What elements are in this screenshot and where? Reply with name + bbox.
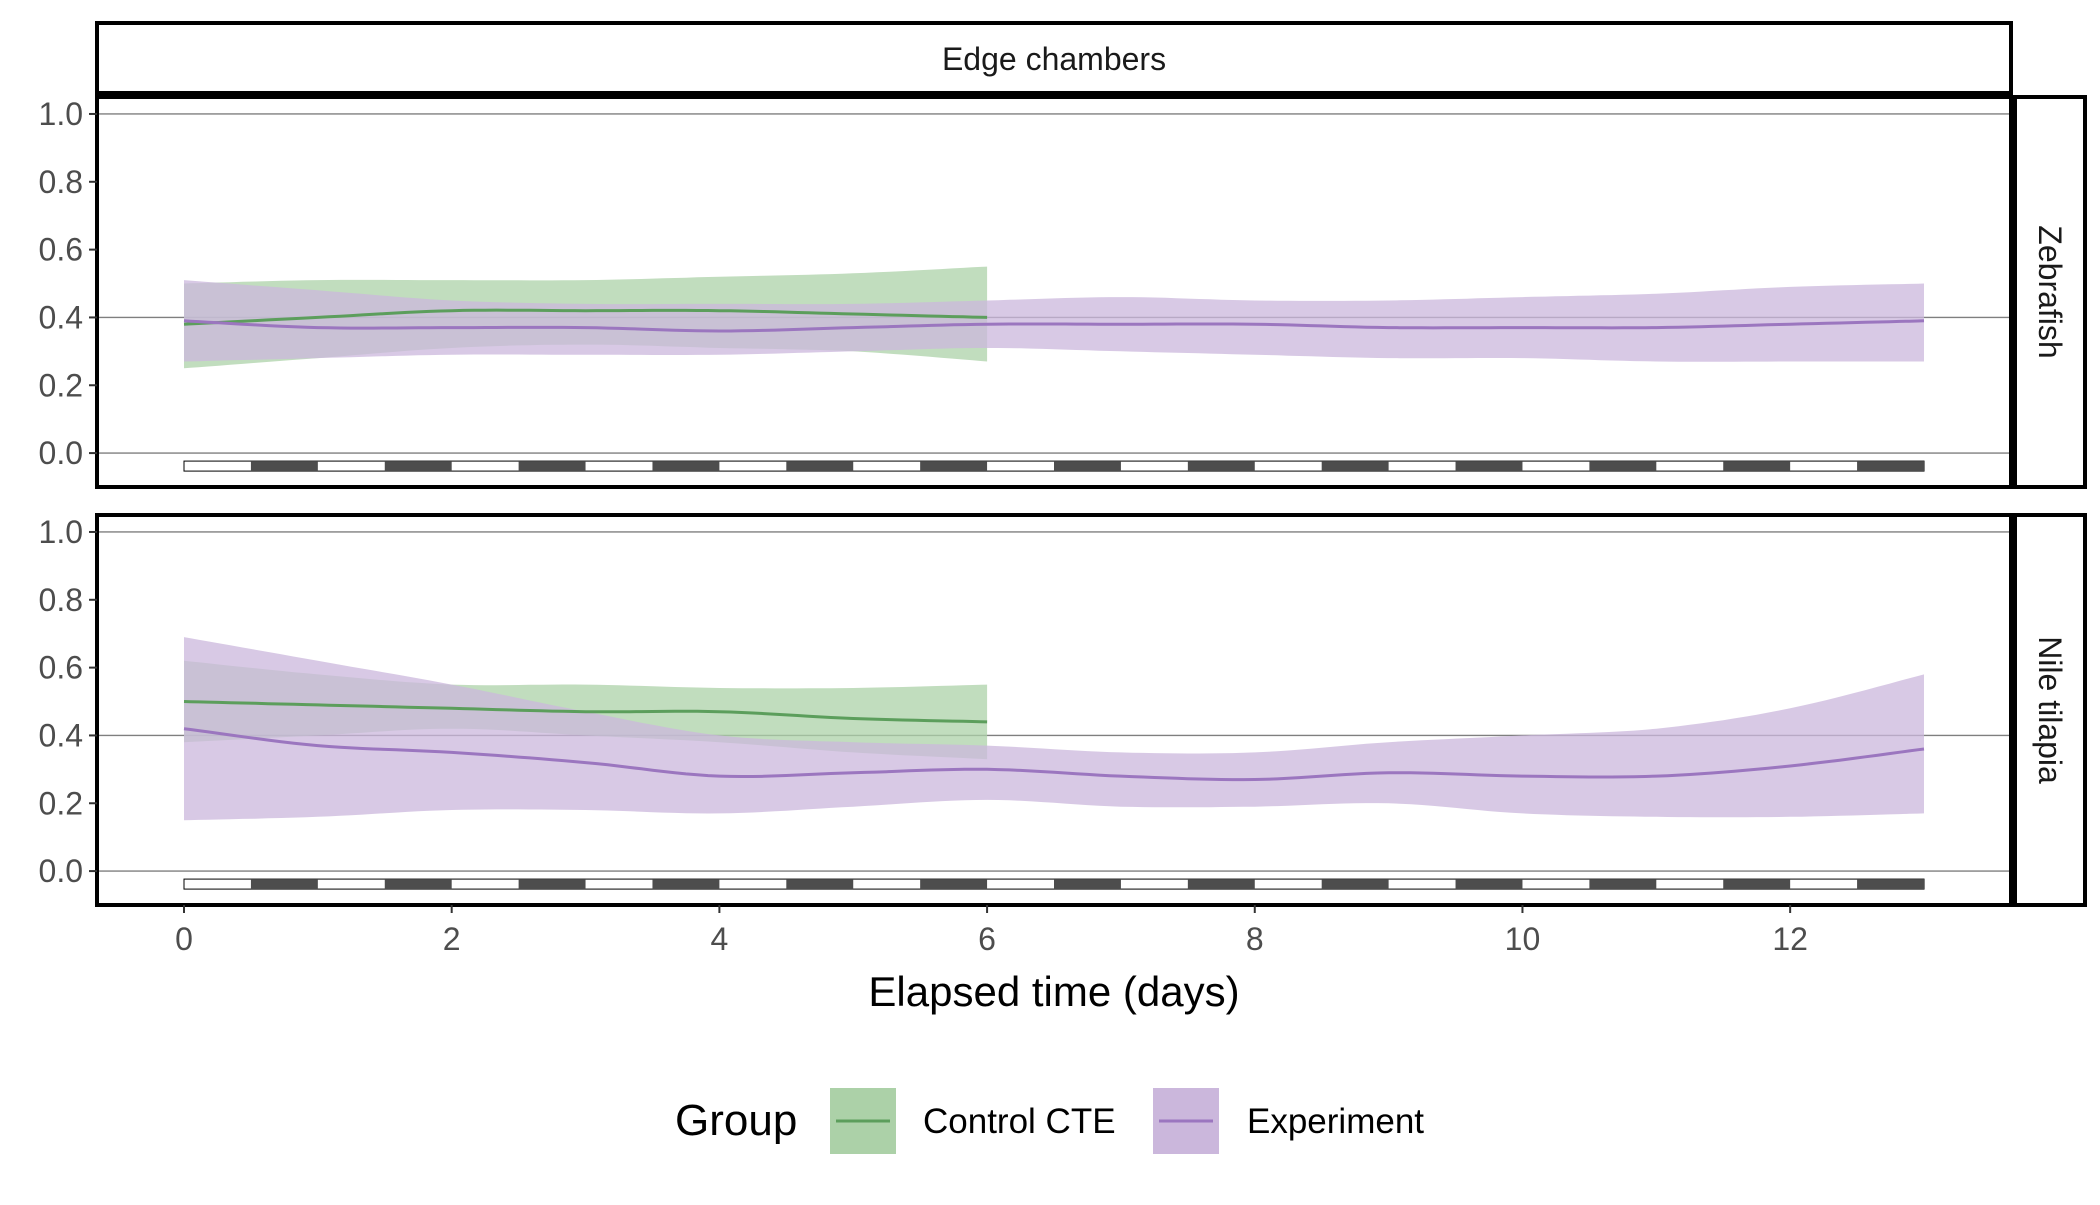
ci-band-experiment [184,280,1924,362]
x-tick-label: 4 [710,921,728,957]
dark-period-block [518,461,586,472]
facet-strip-zebrafish: Zebrafish [2013,95,2087,489]
facet-strip-box [2013,95,2087,489]
x-tick-label: 10 [1505,921,1541,957]
series-line-experiment [183,727,1925,782]
dark-period-block [1589,879,1657,890]
y-tick-label: 1.0 [39,514,83,550]
x-tick-label: 8 [1246,921,1264,957]
dark-period-block [1723,879,1791,890]
dark-period-block [518,879,586,890]
legend-label: Control CTE [923,1102,1116,1141]
facet-strip-nile-tilapia: Nile tilapia [2013,513,2087,907]
series-line-experiment [183,319,1925,333]
y-tick-label: 0.4 [39,717,83,753]
dark-period-block [1723,461,1791,472]
facet-top-strip-label: Edge chambers [942,41,1166,77]
series-line-control-cte [183,308,988,326]
dark-period-block [1187,461,1255,472]
series-line-control-cte [183,700,988,724]
x-tick-label: 6 [978,921,996,957]
x-axis-title: Elapsed time (days) [868,968,1239,1015]
y-tick-label: 0.8 [39,582,83,618]
dark-period-block [1054,879,1121,890]
dark-period-block [786,461,854,472]
dark-period-block [1054,461,1121,472]
panel-zebrafish: 0.0 0.2 0.4 0.6 0.8 1.0 Zebrafish [39,95,2087,489]
y-tick-label: 0.6 [39,650,83,686]
y-tick-label: 0.2 [39,785,83,821]
facet-strip-box [2013,513,2087,907]
y-tick-label: 0.2 [39,367,83,403]
legend-label: Experiment [1247,1102,1424,1141]
dark-period-block [250,879,318,890]
panel-nile-tilapia: 0.0 0.2 0.4 0.6 0.8 1.0 Nile tilapia [39,513,2087,907]
ci-band-experiment [184,637,1924,821]
facet-strip-label: Zebrafish [2032,225,2068,358]
dark-period-block [652,879,720,890]
dark-period-block [1455,461,1523,472]
dark-period-block [1187,879,1255,890]
dark-period-block [1857,879,1924,890]
y-tick-label: 0.6 [39,232,83,268]
dark-period-block [786,879,854,890]
x-tick-label: 0 [175,921,193,957]
x-tick-label: 2 [443,921,461,957]
dark-period-block [920,879,988,890]
y-tick-label: 0.0 [39,435,83,471]
y-tick-label: 0.0 [39,853,83,889]
x-axis: 0 2 4 6 8 10 12 [175,905,1808,957]
y-tick-label: 0.4 [39,299,83,335]
dark-period-block [1455,879,1523,890]
panels: 0.00.20.40.60.81.0Zebrafish0.00.20.40.60… [39,95,2087,907]
y-tick-label: 1.0 [39,96,83,132]
dark-period-block [384,879,452,890]
legend: Group Control CTE Experiment [675,1088,1424,1154]
facet-top-strip: Edge chambers [95,21,2013,95]
x-tick-label: 12 [1772,921,1808,957]
facet-top-strip-box [95,21,2013,95]
dark-period-block [920,461,988,472]
facet-strip-label: Nile tilapia [2032,636,2068,784]
legend-item-experiment: Experiment [1153,1088,1424,1154]
legend-item-control-cte: Control CTE [830,1088,1116,1154]
panel-border [95,95,2013,489]
dark-period-block [1321,461,1389,472]
dark-period-block [384,461,452,472]
panel-border [95,513,2013,907]
dark-period-block [1321,879,1389,890]
dark-period-block [1589,461,1657,472]
y-tick-label: 0.8 [39,164,83,200]
dark-period-block [652,461,720,472]
dark-period-block [1857,461,1924,472]
dark-period-block [250,461,318,472]
legend-title: Group [675,1096,797,1145]
